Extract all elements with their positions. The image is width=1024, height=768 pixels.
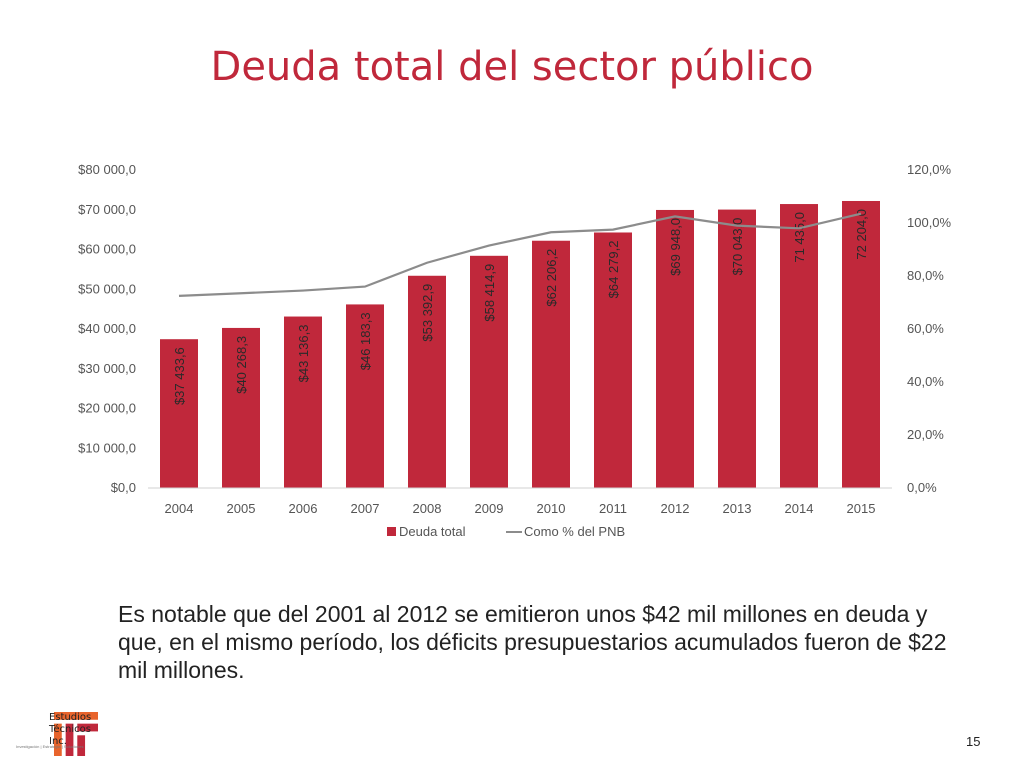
line-series-path <box>178 212 862 297</box>
left-tick-label: $70 000,0 <box>78 202 136 217</box>
bar-data-label: $70 043,0 <box>730 218 745 276</box>
line-series <box>178 212 862 297</box>
bar <box>656 209 694 488</box>
left-tick-label: $20 000,0 <box>78 401 136 416</box>
x-axis-ticks: 2004 2005 2006 2007 2008 2009 2010 2011 2012 2013… <box>165 501 876 516</box>
bar-data-label: $62 206,2 <box>544 249 559 307</box>
bar-data-label: $43 136,3 <box>296 325 311 383</box>
bar-data-label: $46 183,3 <box>358 312 373 370</box>
bar <box>470 255 508 488</box>
bar-data-label: $64 279,2 <box>606 240 621 298</box>
body-text: Es notable que del 2001 al 2012 se emiti… <box>118 601 947 683</box>
x-tick-label: 2006 <box>289 501 318 516</box>
bar-data-label: $37 433,6 <box>172 347 187 405</box>
x-tick-label: 2007 <box>351 501 380 516</box>
logo-tagline: Investigación | Estrategia | Soluciones <box>16 744 84 749</box>
bar <box>842 200 880 488</box>
x-tick-label: 2012 <box>661 501 690 516</box>
left-tick-label: $50 000,0 <box>78 281 136 296</box>
x-tick-label: 2014 <box>785 501 814 516</box>
x-tick-label: 2004 <box>165 501 194 516</box>
x-tick-label: 2015 <box>847 501 876 516</box>
logo-text: Estudios Técnicos Inc. <box>49 712 91 748</box>
bar-data-label: $69 948,0 <box>668 218 683 276</box>
bar <box>594 232 632 488</box>
bar <box>346 304 384 488</box>
left-tick-label: $60 000,0 <box>78 242 136 257</box>
bar <box>408 275 446 488</box>
left-tick-label: $30 000,0 <box>78 361 136 376</box>
bar <box>284 316 322 488</box>
right-tick-label: 0,0% <box>907 480 937 495</box>
right-axis-ticks: 0,0% 20,0% 40,0% 60,0% 80,0% 100,0% 120,0% <box>907 162 952 495</box>
left-tick-label: $10 000,0 <box>78 440 136 455</box>
left-tick-label: $80 000,0 <box>78 162 136 177</box>
debt-chart: $0,0 $10 000,0 $20 000,0 $30 000,0 $40 000,0… <box>78 162 952 539</box>
page-number: 15 <box>966 734 981 749</box>
right-tick-label: 20,0% <box>907 427 944 442</box>
x-tick-label: 2013 <box>723 501 752 516</box>
right-tick-label: 40,0% <box>907 374 944 389</box>
logo-line: Estudios <box>49 712 92 723</box>
right-tick-label: 80,0% <box>907 268 944 283</box>
legend-label: Deuda total <box>399 524 466 539</box>
left-axis-ticks: $0,0 $10 000,0 $20 000,0 $30 000,0 $40 000,0… <box>78 162 136 495</box>
x-tick-label: 2010 <box>537 501 566 516</box>
x-tick-label: 2008 <box>413 501 442 516</box>
bar-data-label: 72 204,0 <box>854 209 869 260</box>
x-tick-label: 2011 <box>599 501 627 516</box>
chart-legend: Deuda total Como % del PNB <box>387 524 625 539</box>
legend-swatch-bar <box>387 527 396 536</box>
bar-data-label: $40 268,3 <box>234 336 249 394</box>
bar-data-label: $53 392,9 <box>420 284 435 342</box>
right-tick-label: 120,0% <box>907 162 952 177</box>
bar-series <box>160 200 880 488</box>
logo-icon <box>54 712 98 756</box>
right-tick-label: 100,0% <box>907 215 952 230</box>
x-tick-label: 2005 <box>227 501 256 516</box>
bar-data-label: $58 414,9 <box>482 264 497 322</box>
bar-data-label: 71 435,0 <box>792 212 807 263</box>
legend-label: Como % del PNB <box>524 524 625 539</box>
bar <box>160 339 198 488</box>
bar <box>222 327 260 488</box>
right-tick-label: 60,0% <box>907 321 944 336</box>
logo-line: Inc. <box>49 736 67 747</box>
x-tick-label: 2009 <box>475 501 504 516</box>
left-tick-label: $0,0 <box>111 480 136 495</box>
bar <box>780 204 818 488</box>
bar <box>532 240 570 488</box>
bar <box>718 209 756 488</box>
logo-line: Técnicos <box>49 724 92 735</box>
left-tick-label: $40 000,0 <box>78 321 136 336</box>
slide-title: Deuda total del sector público <box>210 44 814 90</box>
bar-data-labels: $37 433,6 $40 268,3 $43 136,3 $46 183,3 $53 … <box>172 209 869 405</box>
